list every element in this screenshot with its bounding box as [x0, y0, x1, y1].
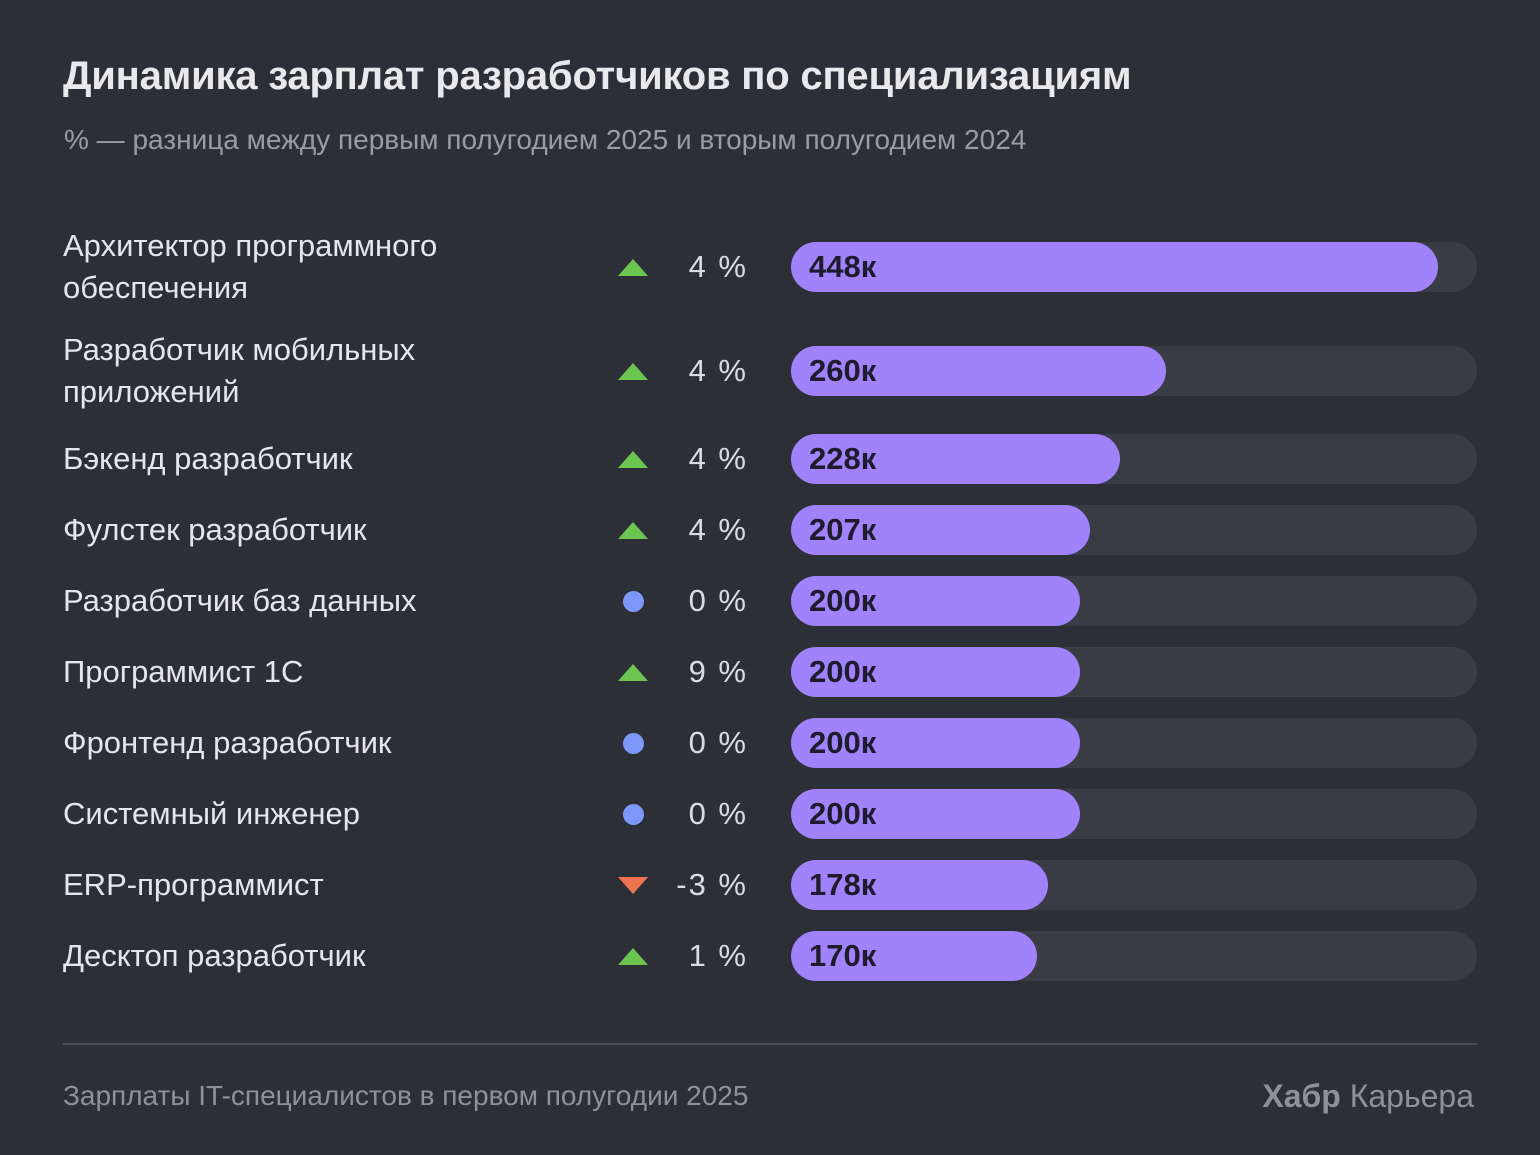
- bar-value-label: 228к: [809, 441, 877, 476]
- change-percent: 0 %: [688, 796, 748, 831]
- brand-bold: Хабр: [1262, 1078, 1341, 1114]
- trend-marker: [618, 362, 648, 380]
- trend-flat-icon: [618, 728, 648, 758]
- category-label: Десктоп разработчик: [63, 938, 366, 973]
- change-percent: -3 %: [676, 867, 748, 902]
- category-label: Системный инженер: [63, 796, 360, 831]
- trend-down-icon: [618, 870, 648, 900]
- salary-bar: 207к: [791, 505, 1090, 555]
- trend-up-icon: [618, 444, 648, 474]
- trend-up-icon: [618, 941, 648, 971]
- change-percent: 4 %: [688, 512, 748, 547]
- salary-bar: 200к: [791, 718, 1080, 768]
- change-percent: 4 %: [688, 441, 748, 476]
- salary-bar: 200к: [791, 789, 1080, 839]
- trend-flat-icon: [618, 799, 648, 829]
- category-label: ERP-программист: [63, 867, 324, 902]
- bar-track: 228к: [791, 434, 1477, 484]
- trend-flat-icon: [618, 586, 648, 616]
- bar-value-label: 207к: [809, 512, 877, 547]
- trend-marker: [622, 732, 644, 754]
- bar-value-label: 170к: [809, 938, 877, 973]
- bar-value-label: 200к: [809, 583, 877, 618]
- salary-bar: 170к: [791, 931, 1037, 981]
- bar-value-label: 200к: [809, 725, 877, 760]
- bar-track: 260к: [791, 346, 1477, 396]
- trend-marker: [622, 803, 644, 825]
- change-percent: 0 %: [688, 725, 748, 760]
- bar-value-label: 448к: [809, 249, 877, 284]
- footer-divider: [63, 1043, 1477, 1045]
- change-percent: 4 %: [688, 353, 748, 388]
- bar-value-label: 200к: [809, 796, 877, 831]
- chart-title: Динамика зарплат разработчиков по специа…: [63, 54, 1132, 98]
- change-percent: 9 %: [688, 654, 748, 689]
- trend-marker: [618, 663, 648, 681]
- trend-marker: [618, 947, 648, 965]
- category-label: Программист 1С: [63, 654, 304, 689]
- salary-bar: 228к: [791, 434, 1121, 484]
- bar-track: 200к: [791, 718, 1477, 768]
- trend-up-icon: [618, 252, 648, 282]
- bar-track: 207к: [791, 505, 1477, 555]
- salary-bar: 448к: [791, 242, 1438, 292]
- bar-track: 178к: [791, 860, 1477, 910]
- category-label: Бэкенд разработчик: [63, 441, 353, 476]
- source-caption: Зарплаты IT-специалистов в первом полуго…: [63, 1080, 749, 1111]
- trend-marker: [618, 258, 648, 276]
- trend-up-icon: [618, 657, 648, 687]
- salary-bar: 260к: [791, 346, 1167, 396]
- change-percent: 1 %: [688, 938, 748, 973]
- salary-bar: 200к: [791, 647, 1080, 697]
- trend-up-icon: [618, 356, 648, 386]
- bar-value-label: 200к: [809, 654, 877, 689]
- bar-value-label: 178к: [809, 867, 877, 902]
- bar-track: 200к: [791, 647, 1477, 697]
- trend-marker: [618, 521, 648, 539]
- category-label: Разработчик мобильных приложений: [63, 332, 416, 409]
- bar-track: 448к: [791, 242, 1477, 292]
- change-percent: 0 %: [688, 583, 748, 618]
- category-label: Архитектор программного обеспечения: [63, 228, 438, 305]
- chart-subtitle: % — разница между первым полугодием 2025…: [64, 124, 1027, 155]
- brand-logo: Хабр Карьера: [1262, 1078, 1474, 1115]
- category-label: Разработчик баз данных: [63, 583, 417, 618]
- category-label: Фронтенд разработчик: [63, 725, 392, 760]
- trend-up-icon: [618, 515, 648, 545]
- bar-track: 200к: [791, 576, 1477, 626]
- salary-bar: 200к: [791, 576, 1080, 626]
- bar-track: 200к: [791, 789, 1477, 839]
- salary-bar: 178к: [791, 860, 1049, 910]
- change-percent: 4 %: [688, 249, 748, 284]
- bar-track: 170к: [791, 931, 1477, 981]
- trend-marker: [618, 876, 648, 894]
- trend-marker: [618, 450, 648, 468]
- trend-marker: [622, 590, 644, 612]
- bar-value-label: 260к: [809, 353, 877, 388]
- category-label: Фулстек разработчик: [63, 512, 367, 547]
- brand-regular: Карьера: [1349, 1078, 1474, 1114]
